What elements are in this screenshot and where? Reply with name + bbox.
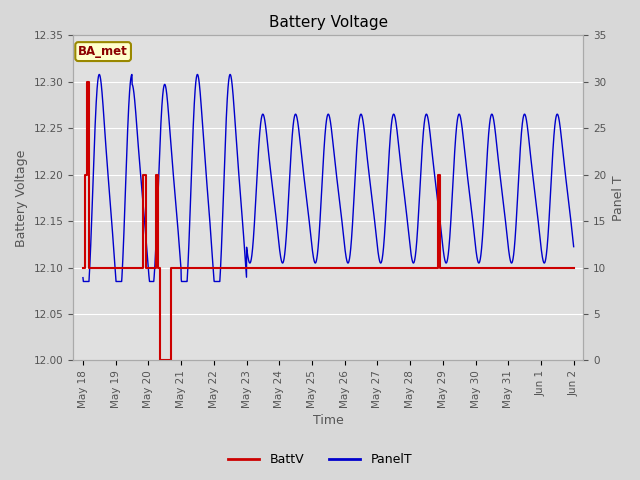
X-axis label: Time: Time <box>313 414 344 427</box>
Text: BA_met: BA_met <box>78 45 128 58</box>
Y-axis label: Panel T: Panel T <box>612 175 625 221</box>
Title: Battery Voltage: Battery Voltage <box>269 15 388 30</box>
Y-axis label: Battery Voltage: Battery Voltage <box>15 149 28 247</box>
Legend: BattV, PanelT: BattV, PanelT <box>223 448 417 471</box>
